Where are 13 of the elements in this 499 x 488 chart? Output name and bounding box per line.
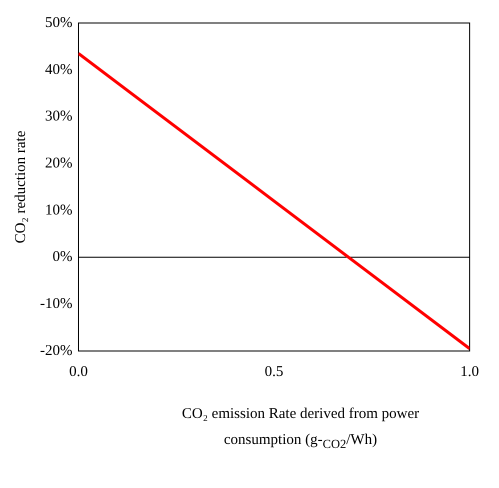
y-tick-label: 30% [44, 108, 72, 125]
x-tick-label: 0.5 [264, 364, 284, 380]
y-axis-title: CO₂ reduction rate [12, 130, 29, 244]
x-axis-title: CO₂ emission Rate derived from power consumption (g-$_{CO2}$/Wh) [180, 405, 420, 453]
y-tick-label: -10% [40, 296, 72, 312]
y-tick-label: 20% [44, 156, 72, 172]
y-tick-label: 10% [44, 202, 72, 218]
y-tick-label: -20% [40, 342, 72, 359]
y-tick-label: 40% [44, 62, 72, 78]
x-tick-label: 1.0 [460, 364, 479, 380]
y-tick-label: 0% [52, 249, 72, 266]
x-tick-label: 0.0 [69, 364, 88, 380]
y-tick-label: 50% [44, 14, 72, 31]
